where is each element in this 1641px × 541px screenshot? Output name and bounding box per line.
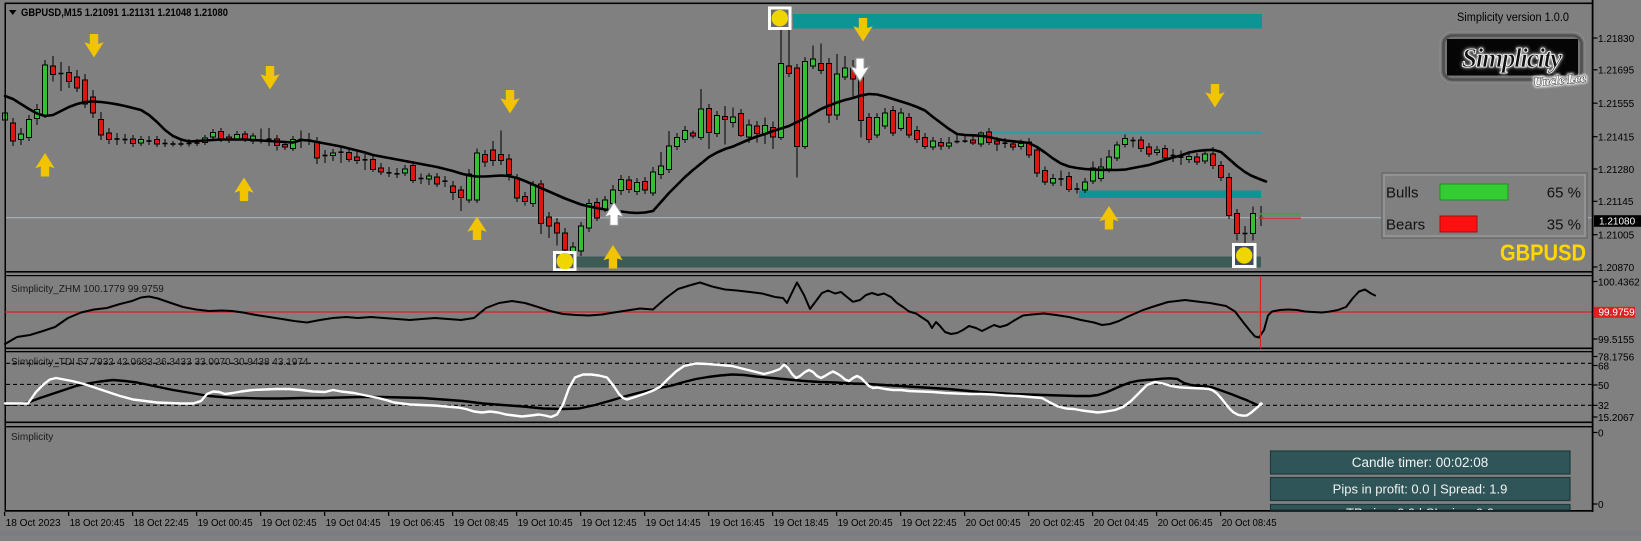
svg-text:78.1756: 78.1756 [1598, 352, 1635, 363]
svg-text:18 Oct 2023: 18 Oct 2023 [6, 517, 61, 529]
svg-text:50: 50 [1598, 381, 1610, 392]
svg-text:19 Oct 22:45: 19 Oct 22:45 [902, 517, 957, 529]
svg-text:1.21830: 1.21830 [1598, 34, 1635, 45]
svg-text:Bears: Bears [1386, 217, 1425, 234]
svg-text:99.9759: 99.9759 [1599, 308, 1636, 319]
svg-text:1.21145: 1.21145 [1598, 197, 1634, 208]
svg-text:100.4362: 100.4362 [1598, 277, 1640, 288]
svg-text:19 Oct 10:45: 19 Oct 10:45 [518, 517, 573, 529]
svg-text:GBPUSD,M15 1.21091 1.21131 1.: GBPUSD,M15 1.21091 1.21131 1.21048 1.210… [21, 7, 228, 19]
svg-text:68: 68 [1598, 361, 1610, 372]
svg-text:20 Oct 08:45: 20 Oct 08:45 [1222, 517, 1277, 529]
svg-text:1.21695: 1.21695 [1598, 66, 1635, 77]
svg-text:Simplicity version 1.0.0: Simplicity version 1.0.0 [1457, 12, 1569, 24]
svg-text:TP pips: 0.0 | SL pips: 0.0: TP pips: 0.0 | SL pips: 0.0 [1346, 506, 1494, 521]
svg-text:20 Oct 02:45: 20 Oct 02:45 [1030, 517, 1085, 529]
svg-text:Bulls: Bulls [1386, 185, 1419, 202]
svg-text:19 Oct 00:45: 19 Oct 00:45 [198, 517, 253, 529]
svg-text:Simplicity: Simplicity [1462, 43, 1563, 73]
svg-text:19 Oct 08:45: 19 Oct 08:45 [454, 517, 509, 529]
svg-text:32: 32 [1598, 401, 1610, 412]
svg-text:Simplicity: Simplicity [11, 432, 53, 443]
svg-text:1.21005: 1.21005 [1598, 231, 1635, 242]
svg-text:1.21415: 1.21415 [1598, 133, 1635, 144]
svg-text:0: 0 [1598, 500, 1604, 511]
svg-text:GBPUSD: GBPUSD [1500, 240, 1586, 266]
svg-text:20 Oct 04:45: 20 Oct 04:45 [1094, 517, 1149, 529]
svg-text:19 Oct 14:45: 19 Oct 14:45 [646, 517, 701, 529]
svg-text:35 %: 35 % [1547, 217, 1581, 234]
svg-text:18 Oct 20:45: 18 Oct 20:45 [70, 517, 125, 529]
svg-text:0: 0 [1598, 428, 1604, 439]
svg-text:1.21080: 1.21080 [1599, 216, 1636, 227]
svg-text:Uncle Lee: Uncle Lee [1533, 71, 1587, 90]
svg-text:19 Oct 16:45: 19 Oct 16:45 [710, 517, 765, 529]
svg-text:Simplicity: Simplicity [1462, 43, 1563, 73]
svg-text:19 Oct 20:45: 19 Oct 20:45 [838, 517, 893, 529]
svg-text:Simplicity_TDI 57.7932 42.0683: Simplicity_TDI 57.7932 42.0683 26.3433 3… [11, 357, 309, 368]
svg-text:Candle timer: 00:02:08: Candle timer: 00:02:08 [1352, 455, 1489, 470]
svg-text:Uncle Lee: Uncle Lee [1533, 71, 1587, 90]
svg-text:20 Oct 00:45: 20 Oct 00:45 [966, 517, 1021, 529]
svg-text:1.21555: 1.21555 [1598, 99, 1635, 110]
svg-text:Simplicity: Simplicity [1462, 43, 1563, 73]
svg-text:65 %: 65 % [1547, 185, 1581, 202]
svg-text:99.5155: 99.5155 [1598, 335, 1635, 346]
svg-text:20 Oct 06:45: 20 Oct 06:45 [1158, 517, 1213, 529]
svg-text:Simplicity_ZHM 100.1779 99.975: Simplicity_ZHM 100.1779 99.9759 [11, 284, 164, 295]
svg-text:15.2067: 15.2067 [1598, 413, 1635, 424]
svg-text:19 Oct 04:45: 19 Oct 04:45 [326, 517, 381, 529]
svg-text:Pips in profit: 0.0 | Spread:: Pips in profit: 0.0 | Spread: 1.9 [1333, 482, 1508, 497]
svg-text:19 Oct 06:45: 19 Oct 06:45 [390, 517, 445, 529]
svg-text:1.20870: 1.20870 [1598, 263, 1635, 274]
svg-text:19 Oct 18:45: 19 Oct 18:45 [774, 517, 829, 529]
svg-text:19 Oct 12:45: 19 Oct 12:45 [582, 517, 637, 529]
svg-text:18 Oct 22:45: 18 Oct 22:45 [134, 517, 189, 529]
svg-text:19 Oct 02:45: 19 Oct 02:45 [262, 517, 317, 529]
svg-text:1.21280: 1.21280 [1598, 165, 1635, 176]
